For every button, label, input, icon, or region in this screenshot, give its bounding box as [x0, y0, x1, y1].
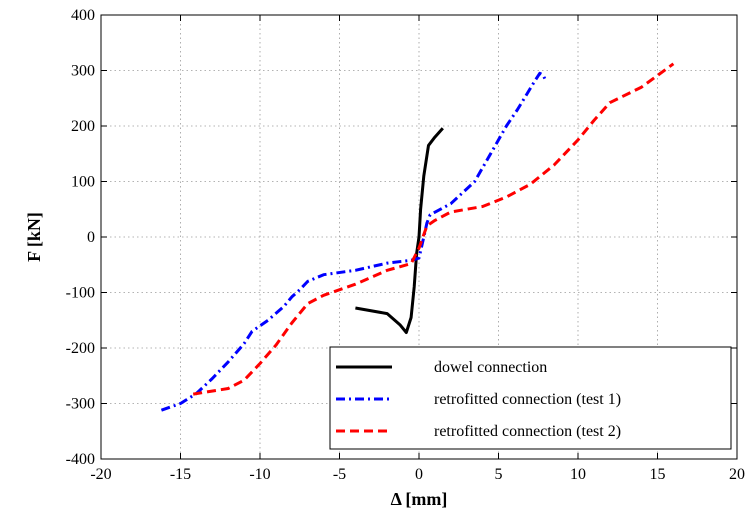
x-tick-label: -15: [170, 466, 191, 483]
x-axis-label: Δ [mm]: [391, 489, 448, 509]
y-tick-label: -300: [66, 396, 95, 413]
series-line-2: [160, 71, 548, 412]
legend-box: [329, 346, 732, 450]
x-tick-label: 20: [729, 466, 745, 483]
x-tick-label: 0: [415, 466, 423, 483]
y-tick-label: -400: [66, 451, 95, 468]
legend-label-3: retrofitted connection (test 2): [434, 423, 621, 440]
y-tick-label: -200: [66, 340, 95, 357]
y-tick-labels: -400 -300 -200 -100 0 100 200 300 400: [66, 7, 95, 468]
x-tick-label: 10: [570, 466, 586, 483]
series-line-1: [355, 127, 444, 334]
x-tick-label: 5: [495, 466, 503, 483]
legend-label-2: retrofitted connection (test 1): [434, 391, 621, 408]
y-axis-label: F [kN]: [24, 212, 44, 262]
legend-label-1: dowel connection: [434, 359, 547, 376]
tick-marks: [100, 14, 738, 460]
legend: dowel connection retrofitted connection (…: [329, 346, 732, 450]
x-tick-label: -10: [249, 466, 270, 483]
x-tick-label: 15: [650, 466, 666, 483]
x-tick-labels: -20 -15 -10 -5 0 5 10 15 20: [90, 466, 745, 483]
series-layer: [160, 62, 675, 412]
x-tick-label: -5: [333, 466, 346, 483]
y-tick-label: 100: [71, 174, 95, 191]
y-tick-label: 0: [87, 229, 95, 246]
y-tick-label: -100: [66, 285, 95, 302]
y-tick-label: 400: [71, 7, 95, 24]
y-tick-label: 300: [71, 63, 95, 80]
y-tick-label: 200: [71, 118, 95, 135]
x-tick-label: -20: [90, 466, 111, 483]
